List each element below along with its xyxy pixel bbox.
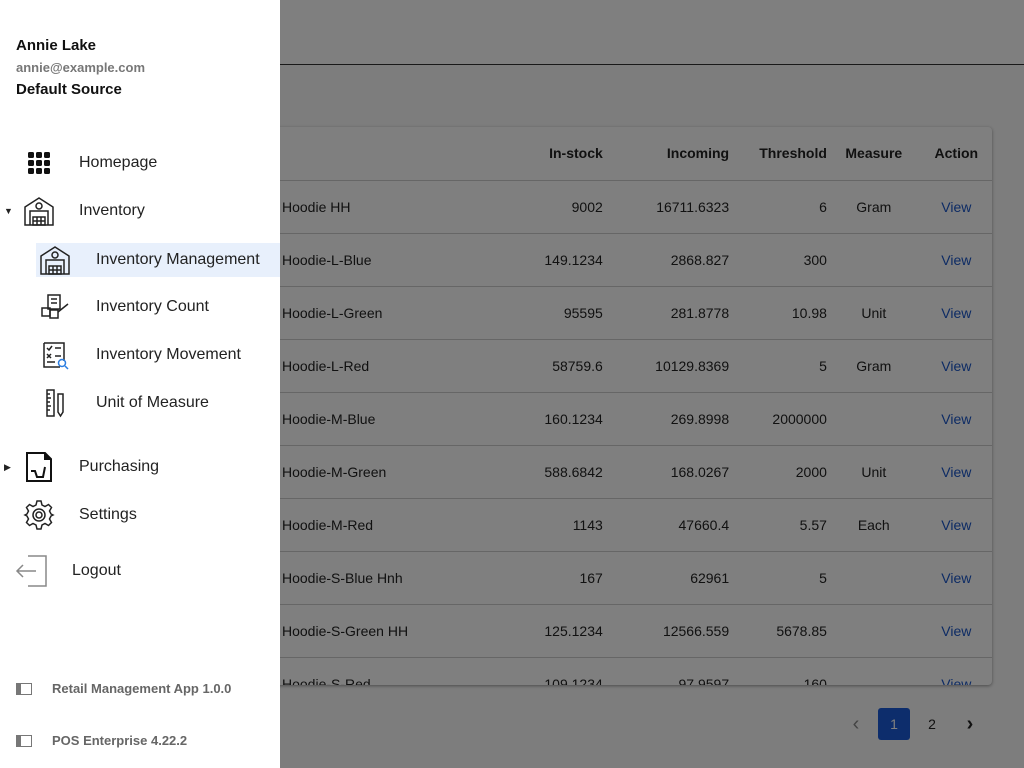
source-name: Default Source <box>16 81 122 98</box>
gear-icon <box>22 498 56 532</box>
nav-inventory[interactable]: ▼ Inventory <box>0 194 280 228</box>
pos-version: POS Enterprise 4.22.2 <box>16 733 187 748</box>
nav-inventory-movement[interactable]: Inventory Movement <box>0 338 280 372</box>
nav-homepage[interactable]: Homepage <box>0 146 280 180</box>
nav-unit-of-measure[interactable]: Unit of Measure <box>0 386 280 420</box>
app-version: Retail Management App 1.0.0 <box>16 681 231 696</box>
inventory-count-icon <box>38 290 72 324</box>
purchasing-icon <box>22 450 56 484</box>
ruler-pencil-icon <box>38 386 72 420</box>
caret-down-icon: ▼ <box>4 206 13 216</box>
panel-icon <box>16 734 32 747</box>
nav-logout[interactable]: Logout <box>0 554 280 588</box>
nav-inventory-count[interactable]: Inventory Count <box>0 290 280 324</box>
logout-icon <box>14 554 48 588</box>
caret-right-icon: ▶ <box>4 461 11 472</box>
navigation-drawer: Annie Lake annie@example.com Default Sou… <box>0 0 280 768</box>
nav-purchasing[interactable]: ▶ Purchasing <box>0 450 280 484</box>
warehouse-icon <box>38 243 72 277</box>
checklist-search-icon <box>38 338 72 372</box>
grid-icon <box>22 146 56 180</box>
nav-settings[interactable]: Settings <box>0 498 280 532</box>
warehouse-icon <box>22 194 56 228</box>
nav-inventory-management[interactable]: Inventory Management <box>36 243 280 277</box>
user-name: Annie Lake <box>16 37 97 54</box>
panel-icon <box>16 682 32 695</box>
user-info: Annie Lake annie@example.com Default Sou… <box>16 35 145 101</box>
user-email: annie@example.com <box>16 60 146 75</box>
